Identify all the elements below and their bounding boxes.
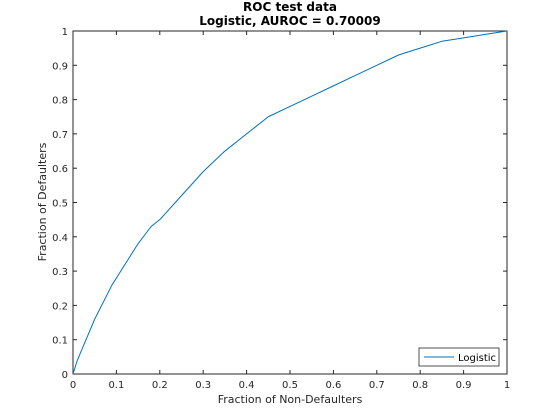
y-tick-label: 0.7 <box>52 130 68 141</box>
y-tick-label: 0.3 <box>52 267 68 278</box>
chart-title: ROC test data <box>243 0 337 14</box>
y-tick-label: 0.2 <box>52 301 68 312</box>
x-tick-label: 0.5 <box>282 380 298 391</box>
x-tick-label: 0.4 <box>239 380 255 391</box>
y-axis-tick-labels: 0 0.1 0.2 0.3 0.4 0.5 0.6 0.7 0.8 0.9 1 <box>52 27 68 381</box>
y-tick-label: 0 <box>62 370 68 381</box>
chart-subtitle: Logistic, AUROC = 0.70009 <box>199 14 380 28</box>
plot-area <box>72 30 508 375</box>
y-tick-label: 0.6 <box>52 164 68 175</box>
x-axis-label: Fraction of Non-Defaulters <box>218 393 363 406</box>
x-tick-label: 0.3 <box>195 380 211 391</box>
x-axis-ticks <box>72 31 508 374</box>
x-tick-label: 1 <box>504 380 510 391</box>
x-tick-label: 0 <box>70 380 76 391</box>
y-tick-label: 1 <box>62 27 68 38</box>
series-group <box>72 30 508 375</box>
x-tick-label: 0.9 <box>456 380 472 391</box>
legend: Logistic <box>418 347 500 367</box>
legend-label-logistic: Logistic <box>458 353 496 364</box>
x-tick-label: 0.7 <box>369 380 385 391</box>
y-tick-label: 0.5 <box>52 199 68 210</box>
x-tick-label: 0.8 <box>412 380 428 391</box>
x-tick-label: 0.1 <box>108 380 124 391</box>
y-axis-label: Fraction of Defaulters <box>36 142 49 261</box>
x-axis-tick-labels: 0 0.1 0.2 0.3 0.4 0.5 0.6 0.7 0.8 0.9 1 <box>70 380 510 391</box>
y-axis-ticks <box>73 30 507 375</box>
series-line-logistic <box>72 30 508 375</box>
y-tick-label: 0.9 <box>52 61 68 72</box>
x-tick-label: 0.6 <box>325 380 341 391</box>
legend-box <box>418 347 500 367</box>
y-tick-label: 0.1 <box>52 336 68 347</box>
chart-title-group: ROC test data Logistic, AUROC = 0.70009 <box>199 0 380 28</box>
y-tick-label: 0.8 <box>52 96 68 107</box>
x-tick-label: 0.2 <box>152 380 168 391</box>
y-tick-label: 0.4 <box>52 233 68 244</box>
